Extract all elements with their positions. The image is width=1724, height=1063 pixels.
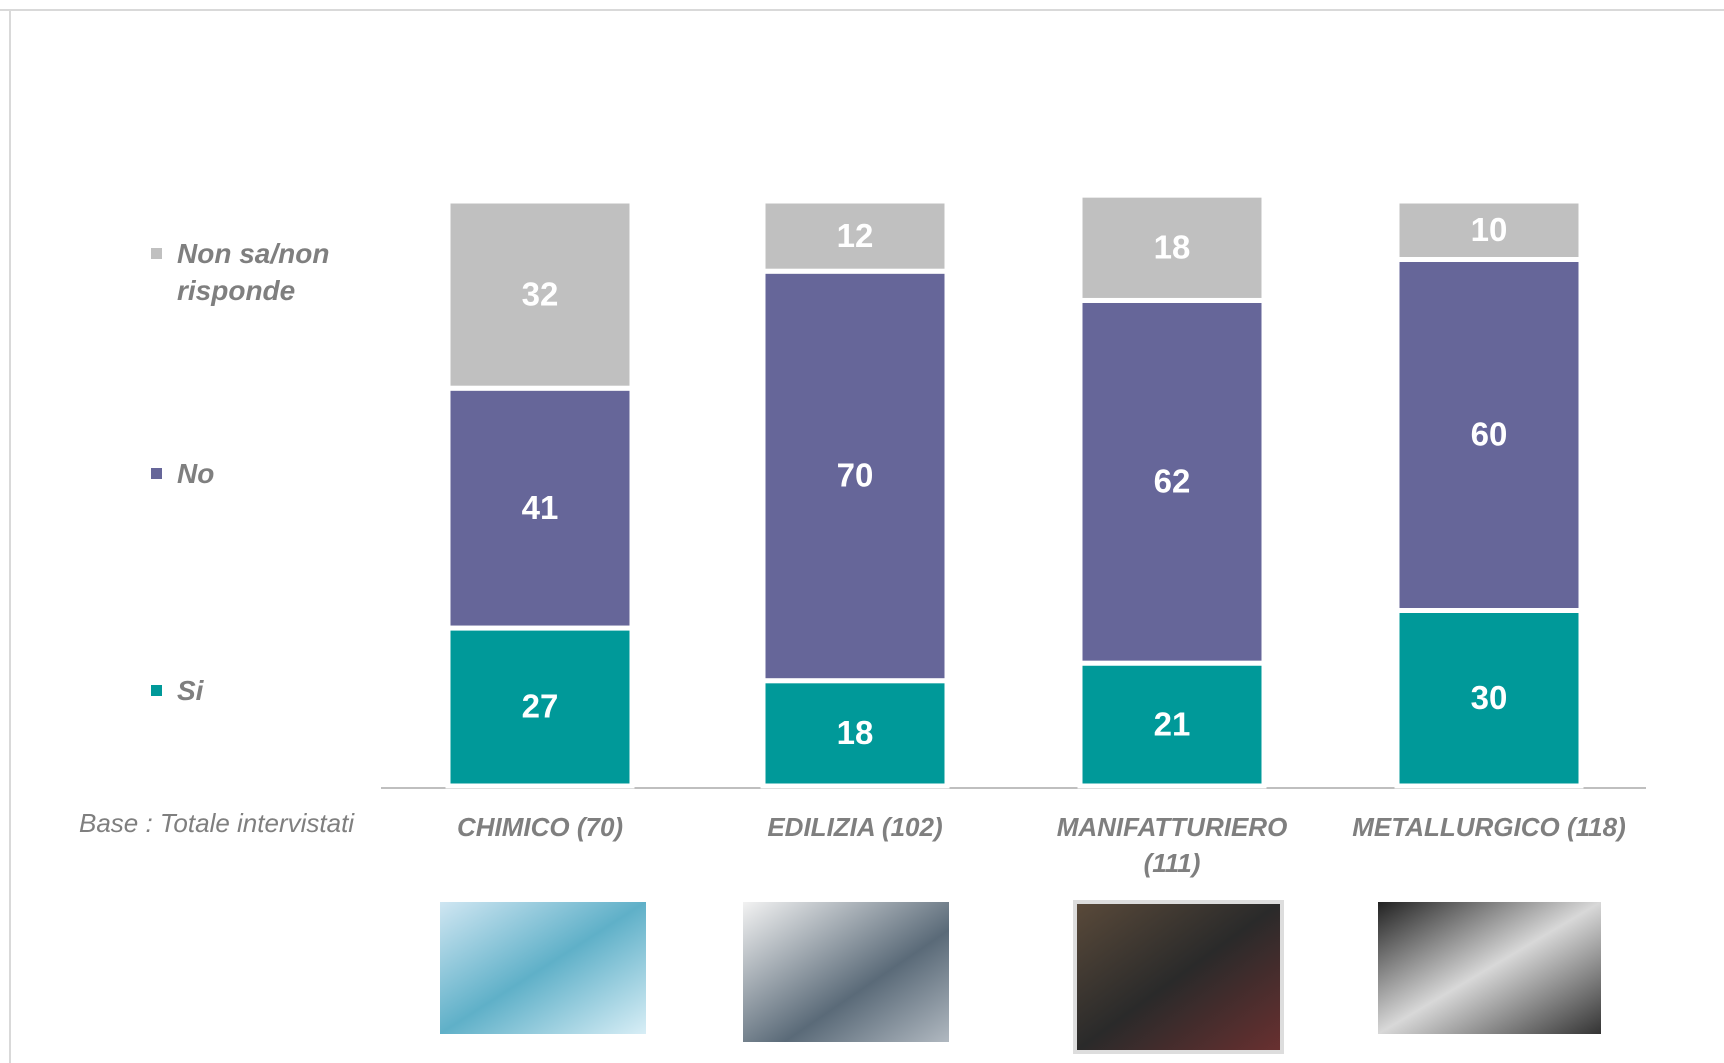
sector-image: [1073, 900, 1284, 1054]
bar-segment: [1394, 257, 1584, 613]
value-label: 41: [522, 489, 559, 526]
legend-swatch: [151, 468, 162, 479]
bar-segment: [760, 198, 950, 274]
note: Base : Totale intervistati: [79, 808, 355, 838]
bar-segment: [445, 625, 635, 789]
x-tick-label: MANIFATTURIERO (111): [1056, 812, 1288, 878]
bar-segment: [1077, 297, 1267, 666]
value-label: 12: [837, 217, 874, 254]
sector-image: [743, 902, 949, 1042]
bar-segment: [1394, 198, 1584, 262]
legend-swatch: [151, 685, 162, 696]
value-label: 18: [837, 714, 874, 751]
bar-segment: [760, 678, 950, 789]
sector-image: [440, 902, 646, 1034]
bar-segment: [760, 268, 950, 684]
bar-segment: [445, 198, 635, 391]
x-tick-label: CHIMICO (70): [456, 812, 624, 842]
value-label: 18: [1154, 229, 1191, 266]
bar-segment: [1077, 660, 1267, 789]
legend-label: Si: [177, 675, 204, 706]
value-label: 62: [1154, 463, 1191, 500]
sector-image: [1378, 902, 1601, 1034]
legend-swatch: [151, 248, 162, 259]
legend-label: No: [177, 458, 215, 489]
legend-label: Non sa/non risponde: [177, 238, 330, 306]
x-tick-label: EDILIZIA (102): [767, 812, 943, 842]
bar-segment: [1077, 192, 1267, 303]
value-label: 10: [1471, 211, 1508, 248]
value-label: 27: [522, 688, 559, 725]
x-tick-label: METALLURGICO (118): [1352, 812, 1626, 842]
value-label: 21: [1154, 705, 1191, 742]
value-label: 70: [837, 457, 874, 494]
value-label: 60: [1471, 416, 1508, 453]
value-label: 32: [522, 275, 559, 312]
value-label: 30: [1471, 679, 1508, 716]
